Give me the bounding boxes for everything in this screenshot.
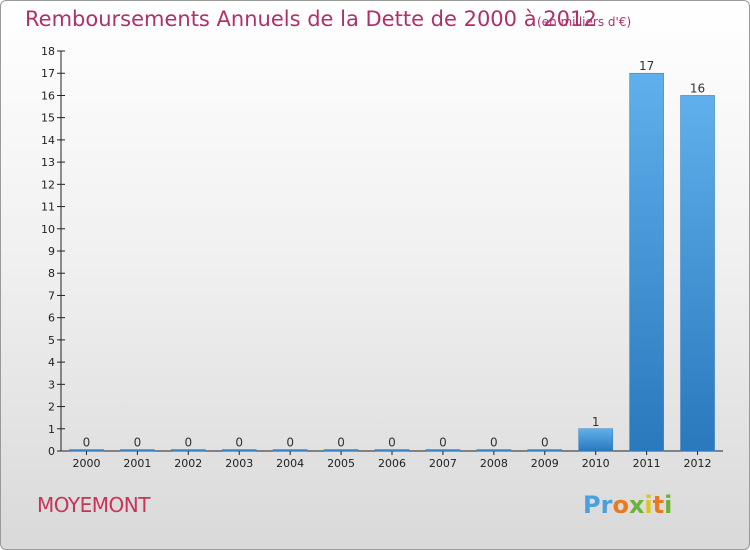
data-label: 0 xyxy=(541,436,549,450)
bar xyxy=(374,449,410,452)
bar xyxy=(527,449,563,452)
y-tick-label: 2 xyxy=(48,401,55,414)
y-tick-label: 7 xyxy=(48,289,55,302)
data-label: 0 xyxy=(439,436,447,450)
y-tick-label: 14 xyxy=(41,134,55,147)
x-tick-label: 2002 xyxy=(174,457,202,470)
y-tick-label: 8 xyxy=(48,267,55,280)
y-tick-label: 0 xyxy=(48,445,55,458)
bar xyxy=(323,449,359,452)
bar xyxy=(221,449,257,452)
data-label: 17 xyxy=(639,59,654,73)
y-tick-label: 5 xyxy=(48,334,55,347)
x-tick-label: 2006 xyxy=(378,457,406,470)
y-tick-label: 10 xyxy=(41,223,55,236)
y-tick-label: 3 xyxy=(48,378,55,391)
x-tick-label: 2009 xyxy=(531,457,559,470)
y-tick-label: 16 xyxy=(41,89,55,102)
y-tick-label: 17 xyxy=(41,67,55,80)
data-label: 16 xyxy=(690,81,705,95)
bar xyxy=(69,449,104,452)
x-tick-label: 2008 xyxy=(480,457,508,470)
data-label: 0 xyxy=(286,436,294,450)
bar xyxy=(476,449,512,452)
y-tick-label: 15 xyxy=(41,112,55,125)
x-tick-label: 2011 xyxy=(633,457,661,470)
bar xyxy=(272,449,308,452)
logo-letter: r xyxy=(600,491,613,519)
y-tick-label: 18 xyxy=(41,45,55,58)
y-tick-label: 1 xyxy=(48,423,55,436)
chart-subtitle: (en milliers d'€) xyxy=(537,15,632,29)
chart-title: Remboursements Annuels de la Dette de 20… xyxy=(25,7,597,31)
data-label: 0 xyxy=(235,436,243,450)
x-tick-label: 2007 xyxy=(429,457,457,470)
logo-letter: i xyxy=(644,491,653,519)
x-tick-label: 2004 xyxy=(276,457,304,470)
y-tick-label: 11 xyxy=(41,201,55,214)
bar xyxy=(680,95,715,452)
data-label: 0 xyxy=(184,436,192,450)
y-tick-label: 6 xyxy=(48,312,55,325)
data-label: 0 xyxy=(134,436,142,450)
x-tick-label: 2012 xyxy=(684,457,712,470)
bar xyxy=(120,449,155,452)
bar xyxy=(629,72,664,452)
y-tick-label: 13 xyxy=(41,156,55,169)
x-tick-label: 2010 xyxy=(582,457,610,470)
logo-letter: P xyxy=(583,491,601,519)
bar xyxy=(578,428,613,452)
data-label: 0 xyxy=(490,436,498,450)
proxiti-logo[interactable]: Proxiti xyxy=(583,491,672,519)
x-tick-label: 2003 xyxy=(225,457,253,470)
y-tick-label: 12 xyxy=(41,178,55,191)
bar xyxy=(171,449,206,452)
data-label: 1 xyxy=(592,415,600,429)
logo-letter: i xyxy=(664,491,673,519)
logo-letter: t xyxy=(652,491,665,519)
x-tick-label: 2000 xyxy=(72,457,100,470)
y-tick-label: 9 xyxy=(48,245,55,258)
y-tick-label: 4 xyxy=(48,356,55,369)
data-label: 0 xyxy=(83,436,91,450)
x-tick-label: 2001 xyxy=(123,457,151,470)
logo-letter: o xyxy=(612,491,629,519)
place-name: MOYEMONT xyxy=(37,493,150,517)
data-label: 0 xyxy=(337,436,345,450)
bar xyxy=(425,449,461,452)
x-tick-label: 2005 xyxy=(327,457,355,470)
logo-letter: x xyxy=(628,491,645,519)
data-label: 0 xyxy=(388,436,396,450)
